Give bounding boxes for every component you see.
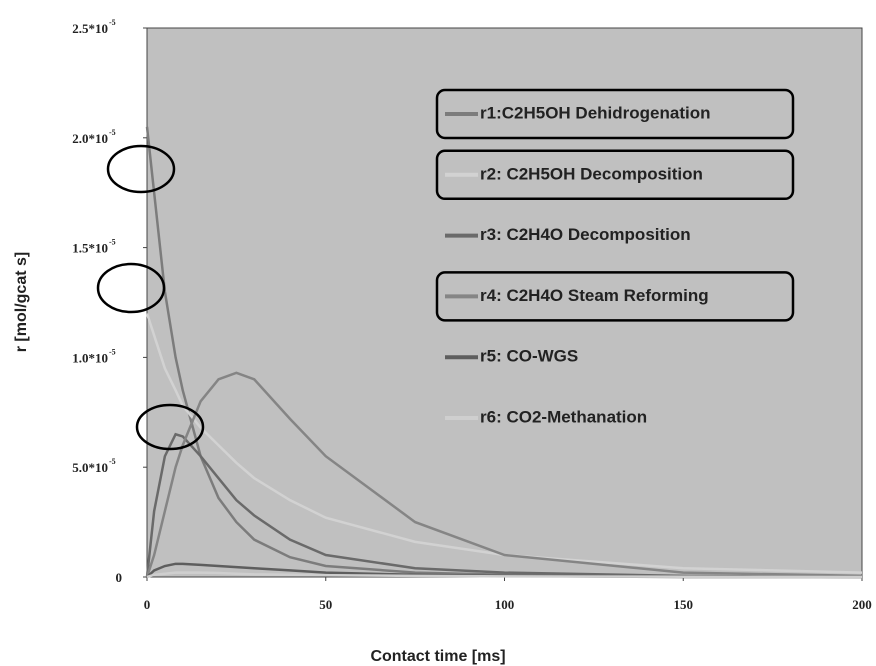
y-tick-exponent: -5 — [109, 457, 116, 466]
series-line — [145, 126, 863, 579]
legend-label: r1:C2H5OH Dehidrogenation — [480, 103, 710, 122]
x-tick-label: 100 — [495, 597, 515, 612]
legend-box — [435, 271, 795, 322]
series-line — [145, 371, 863, 578]
legend-label: r5: CO-WGS — [480, 347, 578, 366]
y-axis-label: r [mol/gcat s] — [13, 252, 30, 352]
y-tick-exponent: -5 — [109, 238, 116, 247]
highlight-ellipse — [135, 403, 205, 451]
y-tick-label: 5.0*10 — [72, 460, 108, 475]
legend-label: r6: CO2-Methanation — [480, 407, 647, 426]
highlight-ellipse — [96, 262, 166, 314]
y-tick-exponent: -5 — [109, 18, 116, 27]
legend-label: r4: C2H4O Steam Reforming — [480, 286, 709, 305]
y-tick-exponent: -5 — [109, 128, 116, 137]
y-tick-label: 2.0*10 — [72, 131, 108, 146]
y-tick-label: 1.0*10 — [72, 350, 108, 365]
legend-label: r2: C2H5OH Decomposition — [480, 164, 703, 183]
y-tick-label: 1.5*10 — [72, 241, 108, 256]
x-axis-label: Contact time [ms] — [370, 648, 505, 665]
x-tick-label: 0 — [144, 597, 151, 612]
x-tick-label: 50 — [319, 597, 332, 612]
y-tick-label: 0 — [116, 570, 123, 585]
series-line — [146, 571, 863, 579]
legend-box — [435, 88, 795, 140]
legend-box — [435, 149, 795, 201]
x-tick-label: 200 — [852, 597, 872, 612]
x-tick-label: 150 — [674, 597, 694, 612]
y-tick-label: 2.5*10 — [72, 21, 108, 36]
highlight-ellipse — [106, 144, 176, 194]
annotations — [96, 144, 205, 451]
series-line — [145, 313, 863, 574]
legend-label: r3: C2H4O Decomposition — [480, 225, 691, 244]
y-tick-exponent: -5 — [109, 347, 116, 356]
